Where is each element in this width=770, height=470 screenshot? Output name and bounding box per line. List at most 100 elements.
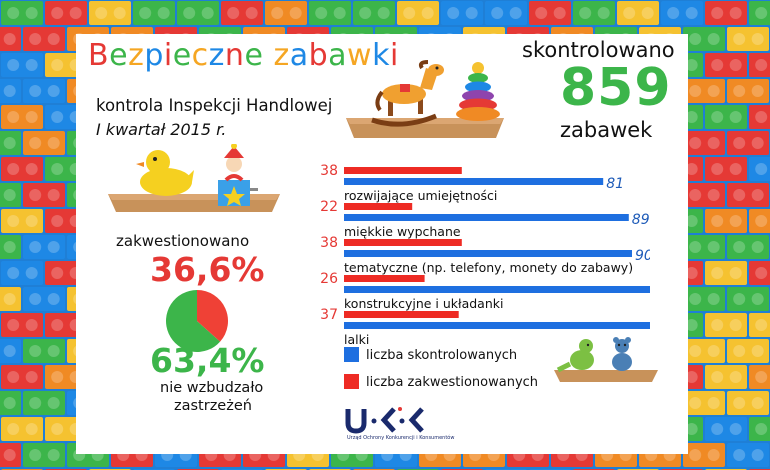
lego-stud bbox=[359, 7, 372, 19]
lego-stud bbox=[25, 371, 38, 383]
lego-brick bbox=[23, 235, 65, 259]
lego-stud bbox=[69, 7, 82, 19]
bar-label-questioned: 37 bbox=[320, 307, 338, 323]
lego-stud bbox=[707, 345, 720, 357]
lego-stud bbox=[689, 85, 702, 97]
lego-stud bbox=[729, 215, 742, 227]
lego-brick bbox=[749, 1, 770, 25]
title-letter: a bbox=[328, 38, 348, 73]
jack-in-the-box-icon bbox=[218, 144, 258, 206]
lego-stud bbox=[755, 215, 768, 227]
lego-stud bbox=[7, 7, 20, 19]
bar-controlled bbox=[344, 322, 650, 329]
lego-stud bbox=[157, 7, 170, 19]
lego-brick bbox=[749, 365, 770, 389]
lego-brick bbox=[441, 1, 483, 25]
lego-brick bbox=[1, 417, 43, 441]
ring-stacker-icon bbox=[456, 62, 500, 121]
title-letter: p bbox=[144, 38, 164, 73]
title-letter: z bbox=[128, 38, 145, 73]
controlled-number: 859 bbox=[560, 58, 672, 118]
lego-stud bbox=[51, 163, 64, 175]
lego-stud bbox=[47, 345, 60, 357]
lego-stud bbox=[47, 85, 60, 97]
lego-brick bbox=[573, 1, 615, 25]
lego-stud bbox=[623, 7, 636, 19]
lego-brick bbox=[0, 443, 21, 467]
lego-stud bbox=[707, 33, 720, 45]
lego-stud bbox=[29, 397, 42, 409]
logo-caption: Urząd Ochrony Konkurencji i Konsumentów bbox=[347, 435, 455, 441]
ok-label-line1: nie wzbudzało bbox=[160, 380, 264, 396]
lego-stud bbox=[51, 7, 64, 19]
lego-brick bbox=[353, 1, 395, 25]
lego-stud bbox=[47, 33, 60, 45]
bar-questioned bbox=[344, 239, 462, 246]
lego-stud bbox=[711, 59, 724, 71]
lego-brick bbox=[749, 157, 770, 181]
lego-brick bbox=[727, 443, 769, 467]
lego-stud bbox=[333, 7, 346, 19]
lego-stud bbox=[47, 293, 60, 305]
ok-label-line2: zastrzeżeń bbox=[174, 398, 252, 414]
legend-swatch-controlled bbox=[344, 347, 359, 362]
lego-stud bbox=[729, 423, 742, 435]
lego-brick bbox=[23, 339, 65, 363]
questioned-label: zakwestionowano bbox=[116, 232, 250, 250]
category-label: miękkie wypchane bbox=[344, 224, 461, 239]
lego-stud bbox=[3, 189, 16, 201]
questioned-percent: 36,6% bbox=[150, 250, 265, 289]
lego-stud bbox=[29, 293, 42, 305]
lego-brick bbox=[309, 1, 351, 25]
lego-brick bbox=[749, 313, 770, 337]
lego-stud bbox=[95, 7, 108, 19]
bar-label-controlled: 89 bbox=[632, 212, 650, 228]
subtitle-inspection: kontrola Inspekcji Handlowej bbox=[96, 96, 333, 115]
lego-stud bbox=[755, 423, 768, 435]
lego-brick bbox=[705, 105, 747, 129]
lego-stud bbox=[29, 345, 42, 357]
lego-stud bbox=[729, 111, 742, 123]
lego-stud bbox=[755, 7, 768, 19]
lego-brick bbox=[397, 1, 439, 25]
bar-questioned bbox=[344, 311, 459, 318]
lego-stud bbox=[689, 345, 702, 357]
lego-stud bbox=[711, 7, 724, 19]
lego-brick bbox=[683, 443, 725, 467]
title-letter: w bbox=[347, 38, 373, 73]
lego-brick bbox=[485, 1, 527, 25]
lego-stud bbox=[733, 293, 746, 305]
lego-stud bbox=[113, 7, 126, 19]
lego-stud bbox=[289, 7, 302, 19]
lego-brick bbox=[727, 183, 769, 207]
lego-stud bbox=[689, 449, 702, 461]
lego-brick bbox=[749, 417, 770, 441]
lego-brick bbox=[23, 391, 65, 415]
lego-stud bbox=[3, 85, 16, 97]
lego-stud bbox=[29, 449, 42, 461]
lego-brick bbox=[705, 157, 747, 181]
lego-stud bbox=[7, 215, 20, 227]
lego-stud bbox=[25, 59, 38, 71]
lego-stud bbox=[751, 189, 764, 201]
lego-stud bbox=[3, 293, 16, 305]
lego-brick bbox=[1, 53, 43, 77]
lego-stud bbox=[685, 319, 698, 331]
lego-stud bbox=[707, 85, 720, 97]
lego-brick bbox=[45, 1, 87, 25]
title-letter: a bbox=[289, 38, 309, 73]
lego-stud bbox=[227, 7, 240, 19]
lego-brick bbox=[705, 313, 747, 337]
lego-stud bbox=[47, 137, 60, 149]
lego-stud bbox=[25, 267, 38, 279]
bar-controlled bbox=[344, 214, 629, 221]
pie-slice-questioned bbox=[197, 290, 228, 342]
bar-controlled bbox=[344, 250, 632, 257]
lego-stud bbox=[751, 33, 764, 45]
controlled-label: skontrolowano bbox=[522, 38, 675, 62]
lego-brick bbox=[727, 235, 769, 259]
lego-stud bbox=[3, 449, 16, 461]
lego-stud bbox=[689, 293, 702, 305]
lego-stud bbox=[7, 267, 20, 279]
